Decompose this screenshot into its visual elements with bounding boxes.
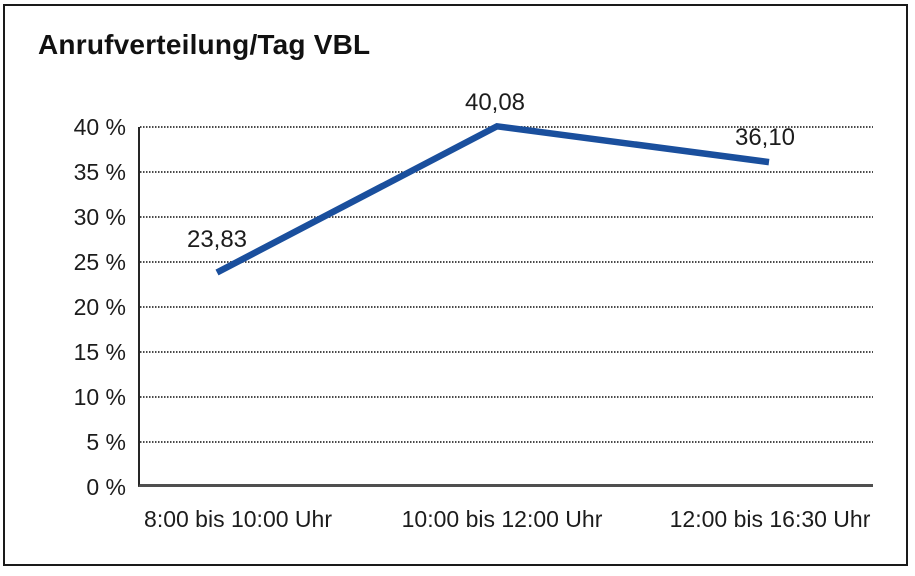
y-axis-tick-label: 5 % <box>86 429 126 455</box>
y-grid-line <box>140 261 873 263</box>
y-grid-line <box>140 216 873 218</box>
plot-area <box>138 126 873 487</box>
data-point-label: 40,08 <box>464 89 526 117</box>
y-grid-line <box>140 306 873 308</box>
chart-title: Anrufverteilung/Tag VBL <box>38 29 371 60</box>
y-grid-line <box>140 351 873 353</box>
x-axis-tick-label: 10:00 bis 12:00 Uhr <box>401 506 603 532</box>
y-axis-tick-label: 30 % <box>73 204 126 230</box>
x-axis-tick-label: 8:00 bis 10:00 Uhr <box>144 506 332 532</box>
chart-frame <box>3 4 908 566</box>
y-axis-tick-label: 10 % <box>73 384 126 410</box>
y-axis-tick-label: 40 % <box>73 114 126 140</box>
y-axis-tick-label: 20 % <box>73 294 126 320</box>
data-point-label: 23,83 <box>186 225 248 253</box>
y-axis-tick-label: 25 % <box>73 249 126 275</box>
y-axis-tick-label: 15 % <box>73 339 126 365</box>
y-grid-line <box>140 441 873 443</box>
y-grid-line <box>140 171 873 173</box>
y-grid-line <box>140 396 873 398</box>
x-axis-tick-label: 12:00 bis 16:30 Uhr <box>669 506 871 532</box>
y-axis-tick-label: 0 % <box>86 474 126 500</box>
data-point-label: 36,10 <box>734 124 796 152</box>
y-axis-tick-label: 35 % <box>73 159 126 185</box>
